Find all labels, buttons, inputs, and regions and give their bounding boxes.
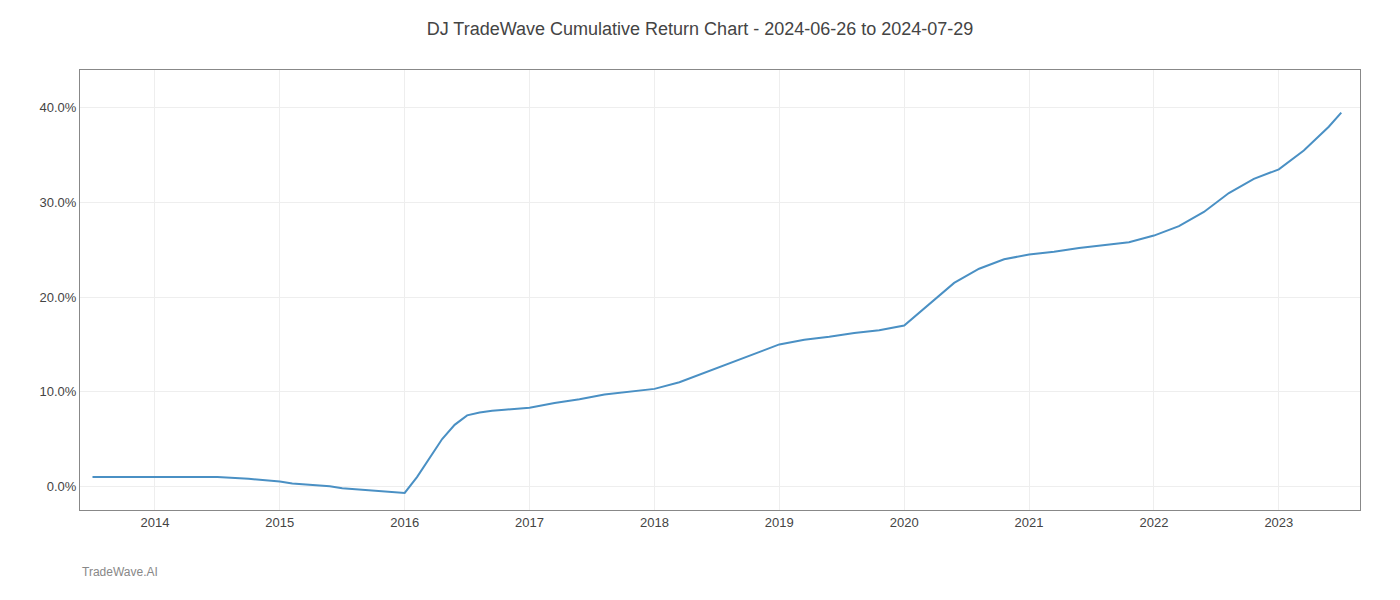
svg-text:2020: 2020	[890, 515, 919, 530]
svg-text:2015: 2015	[265, 515, 294, 530]
svg-text:0.0%: 0.0%	[47, 479, 77, 494]
svg-text:TradeWave.AI: TradeWave.AI	[82, 565, 158, 579]
svg-text:DJ TradeWave Cumulative Return: DJ TradeWave Cumulative Return Chart - 2…	[427, 19, 974, 39]
svg-text:2021: 2021	[1015, 515, 1044, 530]
svg-text:40.0%: 40.0%	[40, 100, 77, 115]
svg-text:2018: 2018	[640, 515, 669, 530]
svg-text:2017: 2017	[515, 515, 544, 530]
svg-text:2016: 2016	[390, 515, 419, 530]
svg-text:2014: 2014	[140, 515, 169, 530]
svg-text:30.0%: 30.0%	[40, 195, 77, 210]
svg-text:20.0%: 20.0%	[40, 290, 77, 305]
svg-text:2023: 2023	[1264, 515, 1293, 530]
svg-text:10.0%: 10.0%	[40, 384, 77, 399]
svg-text:2022: 2022	[1139, 515, 1168, 530]
svg-text:2019: 2019	[765, 515, 794, 530]
